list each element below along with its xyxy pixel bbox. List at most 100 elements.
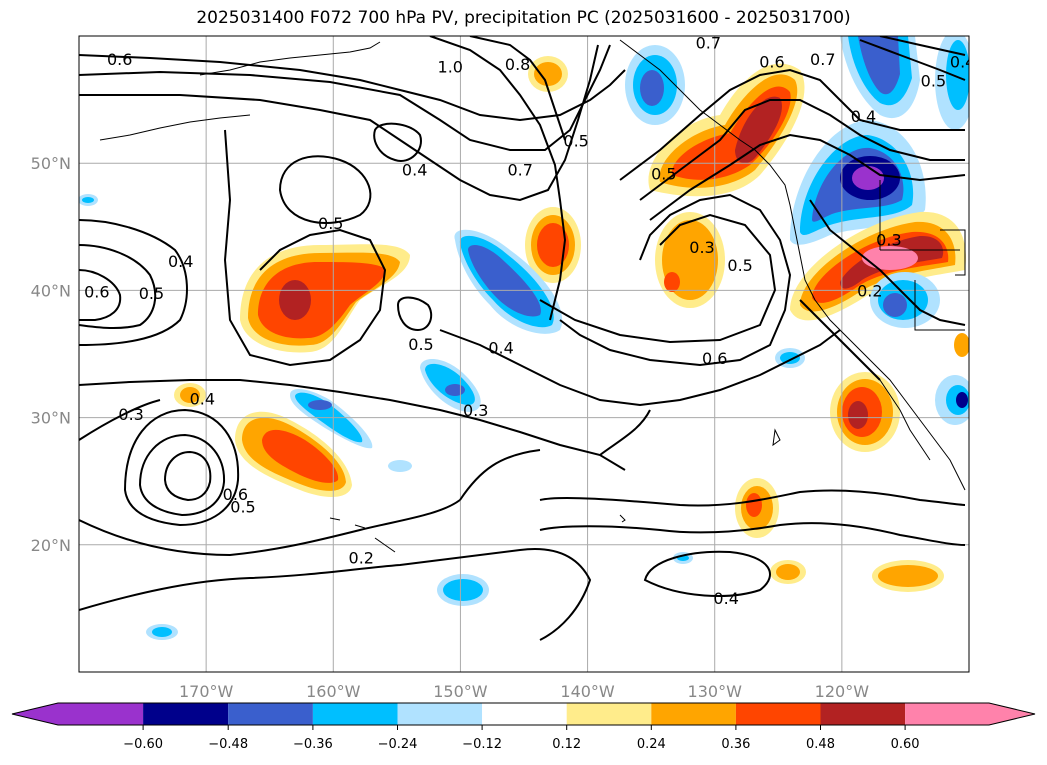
contour-line bbox=[799, 299, 881, 381]
na-west-coast bbox=[619, 39, 966, 491]
longitude-ticks: 170°W 160°W 150°W 140°W 130°W 120°W bbox=[179, 682, 869, 701]
border-ne bbox=[940, 229, 966, 276]
lon-tick-label: 150°W bbox=[433, 682, 488, 701]
contour-line bbox=[79, 44, 599, 202]
cbar-seg-neg-048 bbox=[143, 703, 229, 725]
contour-label: 0.5 bbox=[921, 72, 946, 91]
contour-label: 0.7 bbox=[810, 50, 835, 69]
contour-label: 0.4 bbox=[190, 390, 215, 409]
lon-tick-label: 120°W bbox=[815, 682, 870, 701]
lon-tick-label: 160°W bbox=[306, 682, 361, 701]
contour-label: 0.7 bbox=[507, 161, 532, 180]
contour-label: 0.4 bbox=[851, 107, 876, 126]
contour-label: 0.6 bbox=[759, 52, 784, 71]
contour-line bbox=[439, 329, 841, 407]
lon-tick-label: 140°W bbox=[560, 682, 615, 701]
cbar-seg-pos-024 bbox=[651, 703, 736, 725]
contour-line bbox=[859, 39, 966, 81]
colorbar-tick-label: 0.60 bbox=[891, 737, 920, 752]
hawaiian-islands bbox=[329, 517, 396, 553]
cbar-seg-pos-012 bbox=[566, 703, 652, 725]
lon-tick-label: 170°W bbox=[179, 682, 234, 701]
contour-line bbox=[619, 68, 965, 181]
lon-tick-label: 130°W bbox=[688, 682, 743, 701]
contour-line bbox=[469, 36, 566, 141]
colorbar: −0.60 −0.48 −0.36 −0.24 −0.12 0.12 0.24 0.36 0.4… bbox=[11, 702, 1036, 752]
pv-contours bbox=[79, 36, 966, 641]
contour-label: 0.2 bbox=[349, 549, 374, 568]
contour-line bbox=[373, 122, 422, 162]
map-title: 2025031400 F072 700 hPa PV, precipitatio… bbox=[196, 8, 851, 28]
cbar-seg-neg-012 bbox=[397, 703, 483, 725]
cbar-seg-pos-048 bbox=[820, 703, 906, 725]
contour-label: 0.5 bbox=[727, 256, 752, 275]
lat-tick-label: 40°N bbox=[31, 281, 71, 300]
contour-label: 0.6 bbox=[702, 349, 727, 368]
contour-label: 0.5 bbox=[651, 164, 676, 183]
contour-label: 0.4 bbox=[713, 589, 738, 608]
colorbar-tick-label: −0.48 bbox=[208, 737, 248, 752]
contour-line bbox=[879, 36, 966, 56]
colorbar-tick-label: −0.12 bbox=[462, 737, 502, 752]
contour-label: 0.6 bbox=[223, 485, 248, 504]
contour-line bbox=[79, 54, 626, 122]
contour-line bbox=[429, 36, 567, 321]
contour-label: 0.5 bbox=[563, 131, 588, 150]
contour-line bbox=[459, 409, 651, 501]
guadalupe-island bbox=[772, 428, 781, 447]
contour-line bbox=[643, 550, 771, 597]
contour-label: 0.4 bbox=[488, 339, 513, 358]
coastline bbox=[99, 39, 966, 553]
contour-label: 0.4 bbox=[168, 252, 193, 271]
latitude-ticks: 20°N 30°N 40°N 50°N bbox=[31, 154, 71, 555]
precip-blob-central-pacific bbox=[420, 229, 563, 412]
colorbar-tick-label: −0.36 bbox=[293, 737, 333, 752]
contour-label: 0.2 bbox=[857, 281, 882, 300]
cbar-seg-neg-036 bbox=[228, 703, 313, 725]
cbar-seg-neg-024 bbox=[312, 703, 398, 725]
colorbar-segments bbox=[58, 703, 989, 725]
precip-blob-baja bbox=[775, 348, 900, 452]
contour-line bbox=[138, 433, 226, 517]
map-grid bbox=[79, 36, 969, 672]
contour-label: 0.7 bbox=[696, 33, 721, 52]
cbar-seg-pos-036 bbox=[735, 703, 821, 725]
contour-line bbox=[79, 379, 626, 471]
contour-label: 0.5 bbox=[230, 498, 255, 517]
contour-line bbox=[396, 296, 433, 332]
map-frame bbox=[78, 35, 970, 673]
lat-tick-label: 20°N bbox=[31, 536, 71, 555]
contour-label: 1.0 bbox=[438, 58, 463, 77]
contour-line bbox=[79, 244, 157, 329]
precip-blob-hawaii-north bbox=[240, 244, 410, 353]
state-borders bbox=[879, 180, 965, 331]
contour-line bbox=[79, 219, 188, 346]
baja-coast bbox=[879, 379, 931, 461]
contour-line bbox=[223, 129, 387, 367]
contour-label: 0.4 bbox=[402, 161, 427, 180]
contour-label: 0.5 bbox=[408, 335, 433, 354]
contour-line bbox=[79, 548, 592, 641]
aleutian-coast bbox=[199, 41, 381, 76]
contour-labels: 0.6 1.0 0.80.70.6 0.70.50.40.50.70.4 0.50.40… bbox=[84, 33, 969, 608]
contour-label: 0.6 bbox=[84, 283, 109, 302]
contour-line bbox=[539, 522, 966, 546]
contour-line bbox=[79, 499, 461, 557]
colorbar-tick-label: −0.60 bbox=[123, 737, 163, 752]
contour-label: 0.3 bbox=[689, 238, 714, 257]
contour-label: 0.3 bbox=[876, 231, 901, 250]
contour-label: 0.3 bbox=[118, 405, 143, 424]
precip-blob-nw-coast bbox=[625, 45, 685, 125]
contour-line bbox=[559, 193, 792, 367]
contour-line bbox=[278, 155, 372, 224]
colorbar-outline bbox=[11, 702, 1036, 726]
colorbar-tick-label: −0.24 bbox=[378, 737, 418, 752]
contour-line bbox=[79, 399, 240, 527]
cbar-seg-zero bbox=[482, 703, 567, 725]
contour-line bbox=[809, 199, 966, 326]
cbar-seg-neg-060 bbox=[58, 703, 144, 725]
contour-label: 0.5 bbox=[139, 284, 164, 303]
small-island bbox=[619, 514, 626, 523]
cbar-seg-pos-060 bbox=[905, 703, 989, 725]
